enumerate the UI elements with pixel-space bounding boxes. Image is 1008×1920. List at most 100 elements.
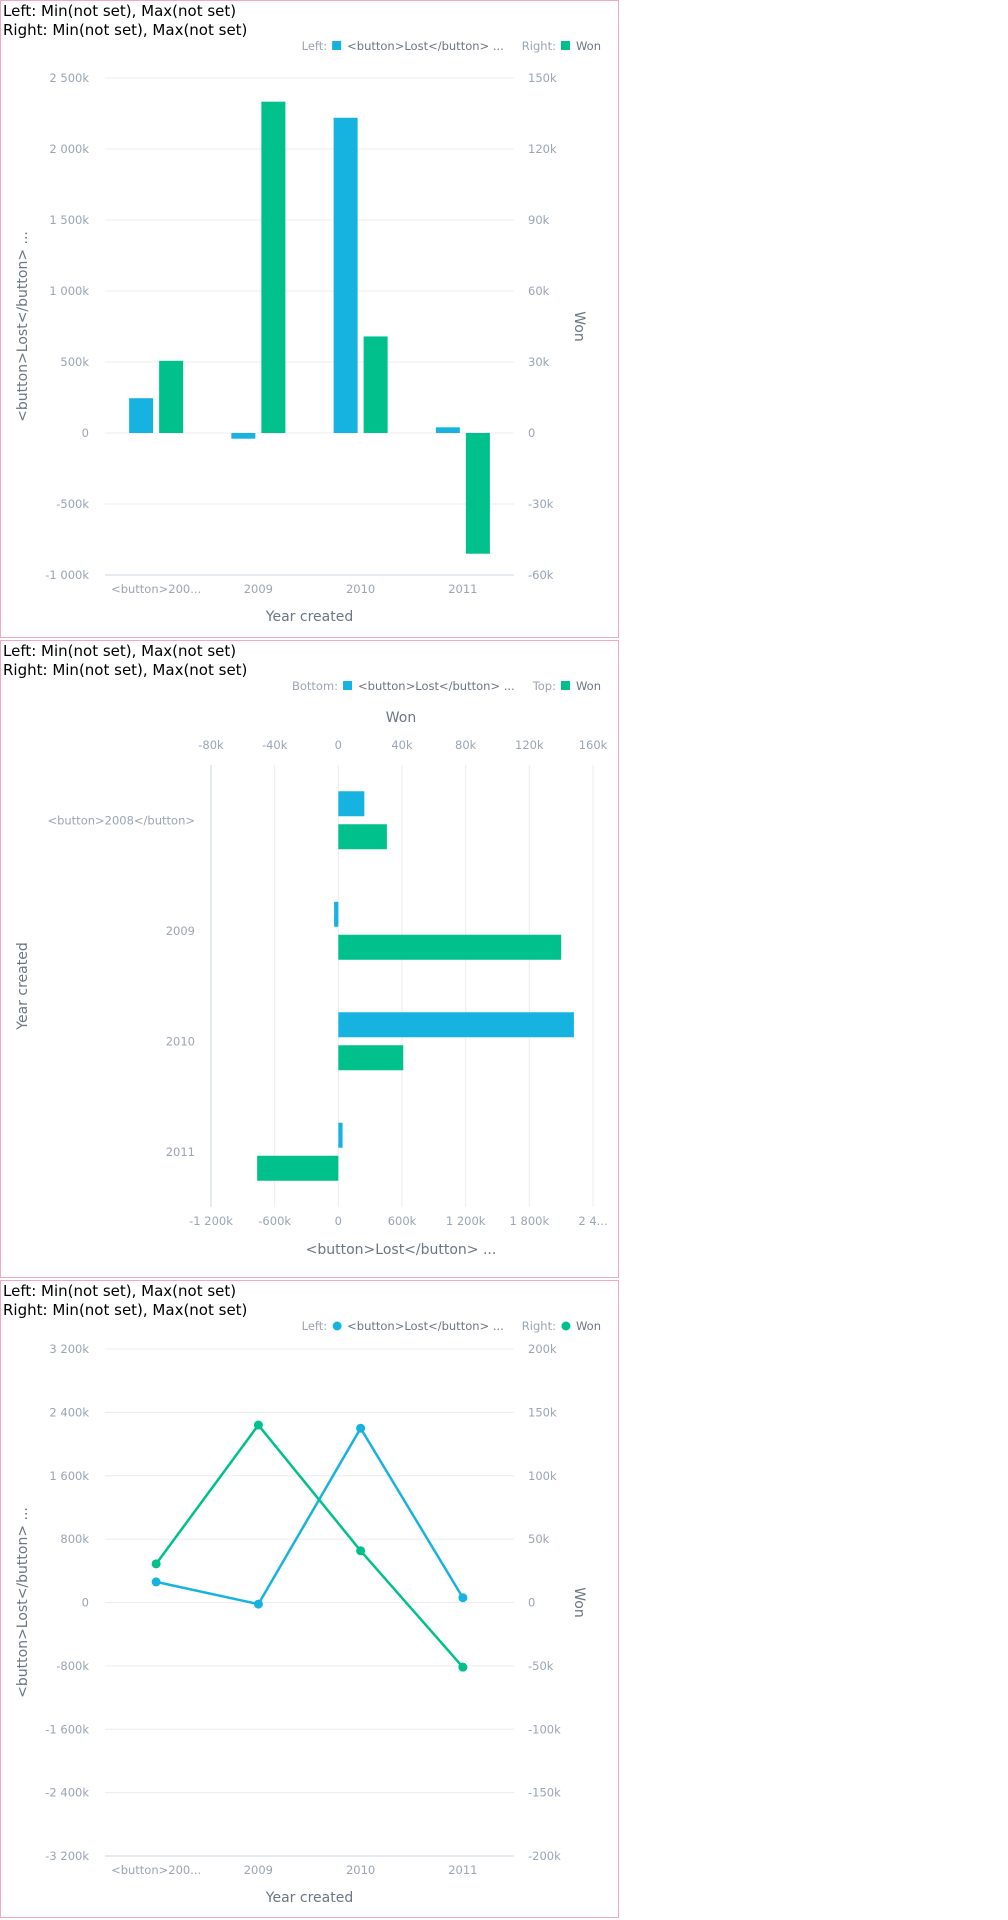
y-tick-label: 2011 [166, 1145, 195, 1159]
x-tick-label-bottom: -600k [258, 1214, 291, 1228]
x-tick-label-bottom: -1 200k [189, 1214, 233, 1228]
x-axis-title: Year created [265, 609, 353, 625]
range-info: Left: Min(not set), Max(not set) Right: … [3, 2, 247, 40]
x-tick-label-top: 80k [455, 738, 477, 752]
y-axis-title-right: Won [571, 311, 587, 341]
series-line-won [155, 1423, 464, 1668]
chart-panel-1: Left: Min(not set), Max(not set) Right: … [0, 0, 619, 638]
x-tick-label: <button>200... [111, 1863, 201, 1877]
legend-prefix-right: Right: [522, 39, 556, 53]
x-tick-label-bottom: 600k [388, 1214, 417, 1228]
x-tick-label-top: -40k [262, 738, 288, 752]
bar-won [257, 1155, 339, 1181]
x-axis-title: Year created [265, 1890, 353, 1906]
range-info: Left: Min(not set), Max(not set) Right: … [3, 642, 247, 680]
legend-marker-lost [343, 681, 353, 690]
point-won [458, 1662, 468, 1672]
y-tick-label-right: -60k [528, 568, 554, 582]
y-tick-label-left: 1 000k [49, 284, 89, 298]
x-tick-label: 2011 [448, 1863, 477, 1877]
y-tick-label-right: 90k [528, 213, 550, 227]
y-tick-label-left: -800k [56, 1659, 89, 1673]
legend-prefix-right: Top: [532, 679, 556, 693]
y-tick-label-right: 60k [528, 284, 550, 298]
legend-prefix-left: Bottom: [292, 679, 338, 693]
y-tick-label-right: -150k [528, 1786, 561, 1800]
bar-won [465, 433, 490, 554]
y-axis-title-right: Won [571, 1587, 587, 1617]
series-line-lost [155, 1425, 464, 1606]
y-tick-label-left: 1 600k [49, 1469, 89, 1483]
y-axis-title-left: <button>Lost</button> ... [15, 231, 31, 422]
x-tick-label: <button>200... [111, 582, 201, 596]
bar-won [338, 1045, 404, 1071]
range-left-text: Left: Min(not set), Max(not set) [3, 2, 237, 20]
y-tick-label-left: -1 600k [45, 1722, 89, 1736]
y-tick-label-left: -2 400k [45, 1786, 89, 1800]
y-tick-label-left: 0 [82, 1596, 89, 1610]
x-tick-label: 2010 [346, 582, 375, 596]
y-tick-label-left: 500k [60, 355, 89, 369]
point-lost [151, 1577, 161, 1587]
bar-lost [231, 433, 256, 439]
legend-prefix-left: Left: [302, 1319, 328, 1333]
bar-lost [338, 791, 365, 817]
range-left-text: Left: Min(not set), Max(not set) [3, 642, 237, 660]
legend-label-lost: <button>Lost</button> ... [358, 679, 515, 693]
x-tick-label-bottom: 2 4... [578, 1214, 607, 1228]
x-tick-label: 2011 [448, 582, 477, 596]
y-tick-label-right: 200k [528, 1342, 557, 1356]
x-tick-label-top: 0 [335, 738, 342, 752]
x-tick-label: 2009 [244, 1863, 273, 1877]
bar-lost [129, 398, 154, 433]
x-tick-label: 2010 [346, 1863, 375, 1877]
legend-marker-lost [332, 1321, 342, 1331]
y-axis-title-left: <button>Lost</button> ... [15, 1507, 31, 1698]
y-tick-label-right: 0 [528, 426, 535, 440]
bar-won [159, 360, 184, 433]
bar-lost [435, 427, 460, 433]
x-tick-label-top: 160k [579, 738, 608, 752]
y-tick-label-right: 30k [528, 355, 550, 369]
y-tick-label-left: 0 [82, 426, 89, 440]
bar-chart-horizontal: -1 200k -80k -600k -40k 0 0 600k 40k 1 200k 80k 1 … [15, 679, 608, 1258]
legend-label-won: Won [576, 679, 601, 693]
chart-panel-3: Left: Min(not set), Max(not set) Right: … [0, 1280, 619, 1918]
legend-label-lost: <button>Lost</button> ... [347, 1319, 504, 1333]
y-tick-label-right: -50k [528, 1659, 554, 1673]
point-lost [458, 1593, 468, 1603]
y-tick-label-right: -30k [528, 497, 554, 511]
y-tick-label-left: -1 000k [45, 568, 89, 582]
point-lost [356, 1423, 366, 1433]
y-tick-label-left: 2 400k [49, 1405, 89, 1419]
y-axis-title: Year created [15, 942, 31, 1030]
y-tick-label-right: 150k [528, 1405, 557, 1419]
range-left-text: Left: Min(not set), Max(not set) [3, 1282, 237, 1300]
y-tick-label-right: 150k [528, 71, 557, 85]
y-tick-label-left: -500k [56, 497, 89, 511]
bar-won [338, 824, 387, 850]
y-tick-label-left: 800k [60, 1532, 89, 1546]
range-info: Left: Min(not set), Max(not set) Right: … [3, 1282, 247, 1320]
y-tick-label-right: 120k [528, 142, 557, 156]
x-tick-label-bottom: 0 [335, 1214, 342, 1228]
bar-lost [334, 901, 339, 927]
x-tick-label-top: -80k [198, 738, 224, 752]
bar-lost [338, 1122, 343, 1148]
point-lost [253, 1599, 263, 1609]
x-tick-label-bottom: 1 200k [446, 1214, 486, 1228]
point-won [356, 1546, 366, 1556]
range-right-text: Right: Min(not set), Max(not set) [3, 21, 248, 39]
legend-prefix-left: Left: [302, 39, 328, 53]
y-tick-label: 2010 [166, 1034, 195, 1048]
legend-label-lost: <button>Lost</button> ... [347, 39, 504, 53]
bar-won [363, 336, 388, 433]
legend-label-won: Won [576, 39, 601, 53]
bar-won [338, 934, 562, 960]
x-axis-title-top: Won [386, 710, 416, 726]
chart-panel-2: Left: Min(not set), Max(not set) Right: … [0, 640, 619, 1278]
y-tick-label-left: 2 000k [49, 142, 89, 156]
y-tick-label-right: 100k [528, 1469, 557, 1483]
y-tick-label-left: 1 500k [49, 213, 89, 227]
y-tick-label-left: 3 200k [49, 1342, 89, 1356]
